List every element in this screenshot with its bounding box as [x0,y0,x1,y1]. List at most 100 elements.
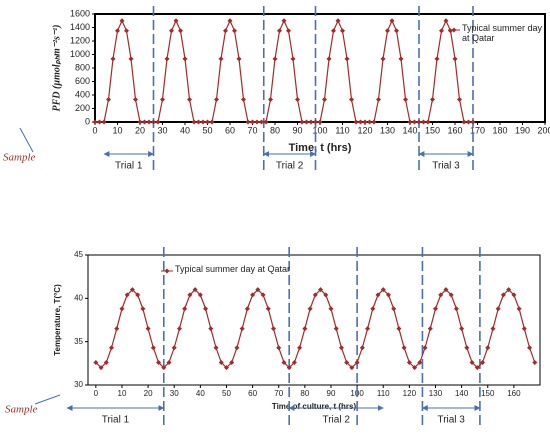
x-tick-label: 100 [312,125,327,135]
data-point [453,306,459,312]
data-point [299,119,305,125]
data-point [380,287,386,293]
data-point [323,292,329,298]
data-point [422,345,428,351]
data-point [425,119,431,125]
data-point [150,345,156,351]
data-point [173,18,179,24]
x-tick-label: 90 [327,389,336,398]
y-tick-label: 600 [75,76,90,86]
data-point [260,292,266,298]
x-tick-label: 0 [92,125,97,135]
data-point [146,119,152,125]
data-point [457,96,462,102]
data-point [430,96,435,102]
data-point [459,326,465,332]
data-point [443,18,449,24]
y-axis-label: Temperature, T(°C) [53,284,62,356]
data-point [349,96,354,102]
data-point [229,359,235,365]
data-point [322,96,327,102]
data-point [385,292,391,298]
annotation: Sample [5,404,38,416]
data-point [239,326,245,332]
data-point [205,119,210,125]
data-point [244,306,250,312]
data-point [480,359,486,365]
data-point [359,345,365,351]
data-point [182,56,188,62]
data-point [106,96,111,102]
x-tick-label: 20 [144,389,153,398]
x-tick-label: 140 [402,125,417,135]
x-tick-label: 160 [447,125,462,135]
data-point [176,326,182,332]
x-tick-label: 170 [470,125,485,135]
y-tick-label: 200 [75,103,90,113]
data-point [115,28,120,34]
data-point [187,292,193,298]
data-point [434,56,440,62]
data-point [333,326,339,332]
data-point [312,292,318,298]
data-point [317,119,323,125]
data-point [304,119,309,125]
data-point [197,292,203,298]
data-point [218,56,224,62]
data-point [155,119,161,125]
data-point [169,28,174,34]
data-point [234,345,240,351]
legend-marker [451,27,457,33]
data-point [223,365,229,371]
data-point [403,96,408,102]
data-point [443,287,449,293]
data-point [93,359,99,365]
data-point [291,359,297,365]
x-tick-label: 40 [180,125,190,135]
data-point [385,28,390,34]
data-point [380,56,386,62]
x-tick-label: 30 [157,125,167,135]
data-point [506,287,512,293]
data-point [421,119,426,125]
data-point [103,359,109,365]
data-point [265,306,271,312]
x-tick-label: 60 [225,125,235,135]
data-point [254,119,260,125]
x-tick-label: 180 [492,125,507,135]
data-point [516,306,522,312]
data-point [187,96,192,102]
data-point [119,306,125,312]
trial-label: Trial 2 [322,415,350,426]
data-point [307,306,313,312]
data-point [362,119,368,125]
data-point [490,326,496,332]
data-point [268,96,273,102]
data-point [209,119,215,125]
data-point [432,306,438,312]
data-point [469,359,475,365]
data-point [391,306,397,312]
y-tick-label: 800 [75,62,90,72]
x-tick-label: 70 [274,389,283,398]
data-point [375,292,381,298]
trial-label: Trial 3 [432,161,460,172]
data-point [156,359,162,365]
data-point [277,28,282,34]
y-tick-label: 1400 [70,22,90,32]
legend: Typical summer day at Qatar [462,24,542,43]
data-point [140,306,146,312]
x-tick-label: 20 [135,125,145,135]
x-tick-label: 70 [247,125,257,135]
data-point [365,326,371,332]
data-point [335,18,341,24]
data-point [376,96,381,102]
data-point [371,119,377,125]
data-point [448,28,453,34]
data-point [259,119,264,125]
data-point [166,359,172,365]
trial-label: Trial 3 [437,415,465,426]
x-tick-label: 10 [112,125,122,135]
data-point [318,287,324,293]
